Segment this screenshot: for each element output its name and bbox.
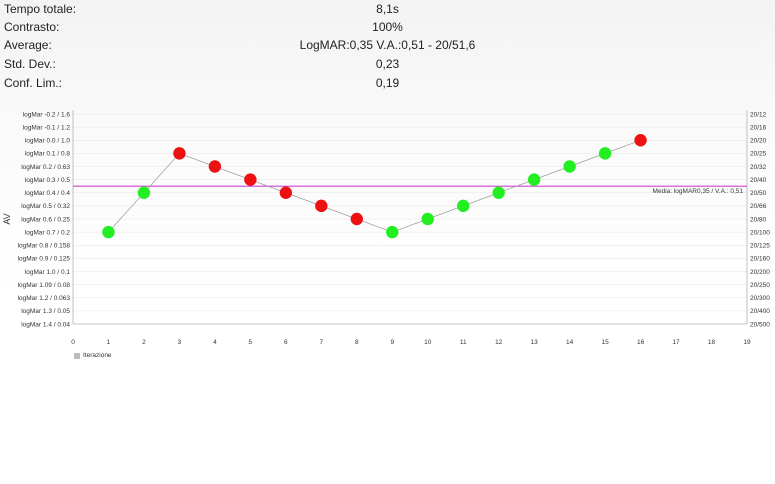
stat-label: Conf. Lim.: [4,76,63,90]
x-tick-label: 19 [743,339,751,346]
data-point-wrong [315,199,328,213]
stat-value: LogMAR:0,35 V.A.:0,51 - 20/51,6 [299,38,476,52]
x-tick-label: 3 [178,339,182,346]
stat-row-conf-lim: Conf. Lim.: 0,19 [0,74,775,92]
stat-value: 8,1s [376,2,399,16]
data-point-correct [563,160,576,173]
series-connector-line [108,139,641,233]
x-tick-label: 5 [249,339,253,346]
legend-label: Iterazione [83,352,112,359]
y-tick-label-right: 20/200 [750,269,770,276]
y-tick-label-left: logMar 0.5 / 0.32 [21,203,70,210]
data-point-correct [102,225,115,239]
y-tick-label-right: 20/160 [750,256,770,263]
y-tick-label-right: 20/250 [750,282,770,289]
data-point-correct [598,147,612,160]
stat-label: Contrasto: [4,20,60,34]
y-tick-label-right: 20/12 [750,111,767,118]
x-tick-label: 2 [142,339,146,346]
x-tick-label: 1 [107,339,111,346]
x-tick-label: 8 [355,339,359,346]
acuity-chart: logMar -0.2 / 1.6 logMar -0.1 / 1.2 logMar… [2,110,770,346]
x-tick-label: 6 [284,339,288,346]
x-tick-label: 16 [637,339,645,346]
y-tick-label-left: logMar 1.3 / 0.05 [21,308,70,315]
x-tick-label: 10 [424,339,432,346]
x-tick-label: 7 [320,339,324,346]
data-point-wrong [244,173,257,186]
y-tick-label-right: 20/125 [750,243,770,250]
x-tick-label: 0 [71,339,75,346]
y-tick-label-left: logMar 0.9 / 0.125 [18,256,71,263]
x-tick-label: 15 [601,339,609,346]
y-tick-label-left: logMar 1.4 / 0.04 [21,321,70,328]
y-tick-label-left: logMar 0.4 / 0.4 [25,190,71,197]
data-point-correct [421,212,434,226]
y-tick-label-left: logMar 1.0 / 0.1 [25,269,71,276]
chart-legend: Iterazione [74,352,112,359]
x-tick-label: 12 [495,339,503,346]
stat-value: 0,23 [375,57,400,71]
stat-row-average: Average: LogMAR:0,35 V.A.:0,51 - 20/51,6 [0,36,775,54]
stat-row-contrast: Contrasto: 100% [0,18,775,36]
x-tick-label: 17 [672,339,680,346]
stat-row-std-dev: Std. Dev.: 0,23 [0,55,775,73]
y-tick-label-right: 20/25 [750,151,767,158]
x-tick-label: 18 [708,339,716,346]
x-tick-label: 14 [566,339,574,346]
y-tick-label-left: logMar 0.0 / 1.0 [25,138,71,145]
y-tick-label-right: 20/40 [750,177,767,184]
y-tick-label-right: 20/16 [750,124,767,131]
y-tick-label-left: logMar -0.2 / 1.6 [23,111,71,118]
y-tick-label-right: 20/300 [750,295,770,302]
y-tick-label-right: 20/66 [750,203,767,210]
stat-value: 0,19 [375,76,400,90]
y-tick-label-left: logMar 0.3 / 0.5 [25,177,71,184]
mean-line-label: Media: logMAR0,35 / V.A.: 0,51 [653,188,744,195]
y-axis-title: AV [2,213,12,224]
y-tick-label-left: logMar 0.1 / 0.8 [25,151,71,158]
stat-value: 100% [372,20,403,34]
y-tick-label-left: logMar -0.1 / 1.2 [23,124,71,131]
data-point-wrong [350,212,363,226]
y-tick-label-left: logMar 0.6 / 0.25 [21,216,70,223]
x-tick-label: 11 [460,339,467,346]
y-tick-label-right: 20/500 [750,321,770,328]
stat-row-total-time: Tempo totale: 8,1s [0,0,775,18]
data-point-wrong [634,134,647,147]
x-tick-label: 13 [531,339,539,346]
data-point-wrong [208,160,222,173]
y-tick-label-left: logMar 1.09 / 0.08 [18,282,71,289]
y-tick-label-right: 20/32 [750,164,767,171]
y-tick-label-right: 20/50 [750,190,767,197]
y-tick-label-left: logMar 0.8 / 0.158 [18,243,71,250]
data-point-correct [492,186,505,199]
x-tick-label: 4 [213,339,217,346]
data-point-wrong [279,186,293,199]
y-tick-label-right: 20/80 [750,216,767,223]
stat-label: Std. Dev.: [4,57,56,71]
y-tick-label-left: logMar 0.2 / 0.63 [21,164,70,171]
y-tick-label-left: logMar 0.7 / 0.2 [25,229,71,236]
x-tick-label: 9 [390,339,394,346]
data-point-correct [527,173,541,186]
y-tick-label-right: 20/20 [750,138,767,145]
data-point-correct [457,199,470,213]
y-tick-label-left: logMar 1.2 / 0.063 [18,295,71,302]
y-tick-label-right: 20/100 [750,229,770,236]
stat-label: Tempo totale: [4,2,77,16]
data-point-wrong [173,147,186,160]
stat-label: Average: [4,38,52,52]
y-tick-label-right: 20/400 [750,308,770,315]
data-point-correct [386,225,399,239]
data-point-correct [137,186,151,199]
legend-swatch [74,352,80,359]
